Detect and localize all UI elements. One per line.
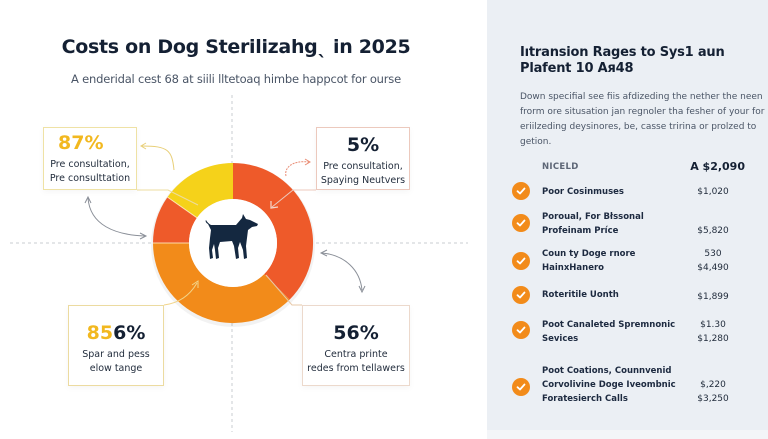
table-header-value: A $2,090 — [690, 160, 745, 173]
row-value: $1.30 $1,280 — [697, 320, 729, 344]
row-value: $1,020 — [697, 187, 729, 197]
arrow-top-left — [141, 145, 175, 171]
donut-chart — [10, 95, 468, 432]
panel-description: Down specifial see fiis afdizeding the n… — [520, 92, 765, 147]
row-value: $5,820 — [697, 226, 729, 236]
callout-text: Centra printe — [324, 349, 388, 360]
donut-segment-orange-bottom — [152, 243, 290, 324]
callout-percentage: 87% — [58, 132, 104, 154]
donut-segment-red-left — [153, 197, 197, 243]
callout-bottom-left: 856% Spar and pess elow tange — [68, 305, 164, 386]
connector-top-left — [137, 189, 199, 206]
cost-row: Poot Coations, Counnvenid Corvolivine Dog… — [509, 364, 765, 408]
panel-bottom-strip — [487, 430, 768, 439]
callout-percentage: 5% — [346, 134, 380, 156]
check-circle-icon — [512, 214, 530, 232]
callout-percentage: 856% — [86, 322, 146, 344]
dog-icon — [205, 214, 258, 259]
row-label: Poor Cosinmuses — [542, 187, 624, 197]
check-circle-icon — [512, 182, 530, 200]
callout-bottom-right: 56% Centra printe redes from tellawers — [302, 305, 410, 386]
cost-row: Roteritile Uonth $1,899 — [509, 286, 765, 306]
connector-bottom-left — [163, 282, 198, 306]
donut-segment-red-right — [233, 162, 314, 300]
row-value: $1,899 — [697, 292, 729, 302]
cost-breakdown-panel: Iıtransion Rages to Sys1 aun Plafent 10 … — [487, 0, 768, 430]
callout-text: elow tange — [89, 363, 143, 374]
table-header-label: NICELD — [542, 162, 579, 172]
cost-row: Coun ty Doge rnore HainxHanero 530 $4,490 — [509, 246, 765, 276]
arrow-left-curve — [87, 197, 146, 237]
page-subtitle: A enderidal cest 68 at siili lltetoaq hi… — [71, 72, 401, 86]
row-label: Roteritile Uonth — [542, 290, 619, 300]
callout-text: Pre consultation, — [50, 159, 130, 170]
row-value: $,220 $3,250 — [697, 380, 729, 404]
row-label: Coun ty Doge rnore HainxHanero — [542, 249, 636, 273]
cost-row: Poot Canaleted Spremnonic Sevices $1.30 $1… — [509, 318, 765, 348]
row-label: Poot Coations, Counnvenid Corvolivine Dog… — [542, 366, 676, 404]
page-title: Costs on Dog Sterilizahgˎ in 2025 — [61, 36, 411, 58]
cost-row: Poroual, For Błssonal Profeinam Príce $5,… — [509, 210, 765, 240]
callout-text: Spar and pess — [82, 349, 150, 360]
connector-bottom-right — [265, 274, 302, 306]
check-circle-icon — [512, 286, 530, 304]
callout-text: redes from tellawers — [307, 363, 405, 374]
callout-text: Pre consultation, — [323, 161, 403, 172]
arrow-right-curve — [321, 252, 363, 291]
row-label: Poot Canaleted Spremnonic Sevices — [542, 320, 676, 344]
callout-text: Pre consulttation — [49, 173, 131, 184]
check-circle-icon — [512, 321, 530, 339]
row-value: 530 $4,490 — [697, 249, 729, 273]
arrow-top-right-small — [285, 161, 310, 177]
check-circle-icon — [512, 252, 530, 270]
callout-percentage: 56% — [333, 322, 379, 344]
check-circle-icon — [512, 378, 530, 396]
callout-top-right: 5% Pre consultation, Spaying Neutvers — [316, 127, 410, 190]
donut-segment-yellow-top — [167, 163, 233, 218]
panel-title: Iıtransion Rages to Sys1 aun Plafent 10 … — [520, 45, 725, 76]
callout-text: Spaying Neutvers — [320, 175, 406, 186]
callout-top-left: 87% Pre consultation, Pre consulttation — [43, 127, 137, 190]
cost-row: Poor Cosinmuses $1,020 — [509, 182, 765, 202]
connector-top-right — [271, 189, 316, 208]
row-label: Poroual, For Błssonal Profeinam Príce — [542, 212, 644, 236]
